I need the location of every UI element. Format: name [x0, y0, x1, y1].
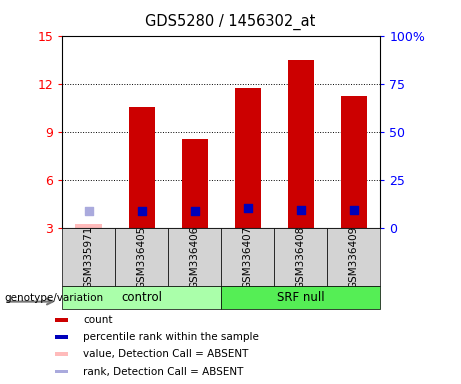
Bar — [55, 318, 68, 321]
Bar — [55, 353, 68, 356]
Text: count: count — [83, 314, 112, 325]
Bar — [235, 88, 261, 228]
Text: GSM336409: GSM336409 — [349, 226, 359, 289]
Point — [191, 208, 198, 214]
Text: value, Detection Call = ABSENT: value, Detection Call = ABSENT — [83, 349, 248, 359]
Bar — [168, 228, 221, 286]
Text: GSM336407: GSM336407 — [243, 226, 253, 289]
Text: rank, Detection Call = ABSENT: rank, Detection Call = ABSENT — [83, 366, 243, 377]
Point — [85, 208, 92, 214]
Text: GSM336406: GSM336406 — [190, 226, 200, 289]
Text: GDS5280 / 1456302_at: GDS5280 / 1456302_at — [145, 13, 316, 30]
Bar — [288, 61, 314, 228]
Bar — [221, 286, 380, 309]
Text: percentile rank within the sample: percentile rank within the sample — [83, 332, 259, 342]
Bar — [274, 228, 327, 286]
Bar — [327, 228, 380, 286]
Text: genotype/variation: genotype/variation — [5, 293, 104, 303]
Point — [350, 207, 357, 214]
Bar — [62, 228, 115, 286]
Bar — [55, 335, 68, 339]
Bar — [55, 370, 68, 373]
Text: GSM335971: GSM335971 — [84, 225, 94, 289]
Point — [297, 207, 304, 213]
Bar — [182, 139, 208, 228]
Text: SRF null: SRF null — [277, 291, 325, 304]
Text: control: control — [121, 291, 162, 304]
Point — [244, 205, 252, 211]
Bar — [129, 107, 155, 228]
Bar — [115, 228, 168, 286]
Point — [138, 208, 145, 214]
Text: GSM336405: GSM336405 — [137, 226, 147, 289]
Bar — [221, 228, 274, 286]
Bar — [62, 286, 221, 309]
Text: GSM336408: GSM336408 — [296, 226, 306, 289]
Bar — [76, 224, 102, 228]
Bar — [341, 96, 367, 228]
